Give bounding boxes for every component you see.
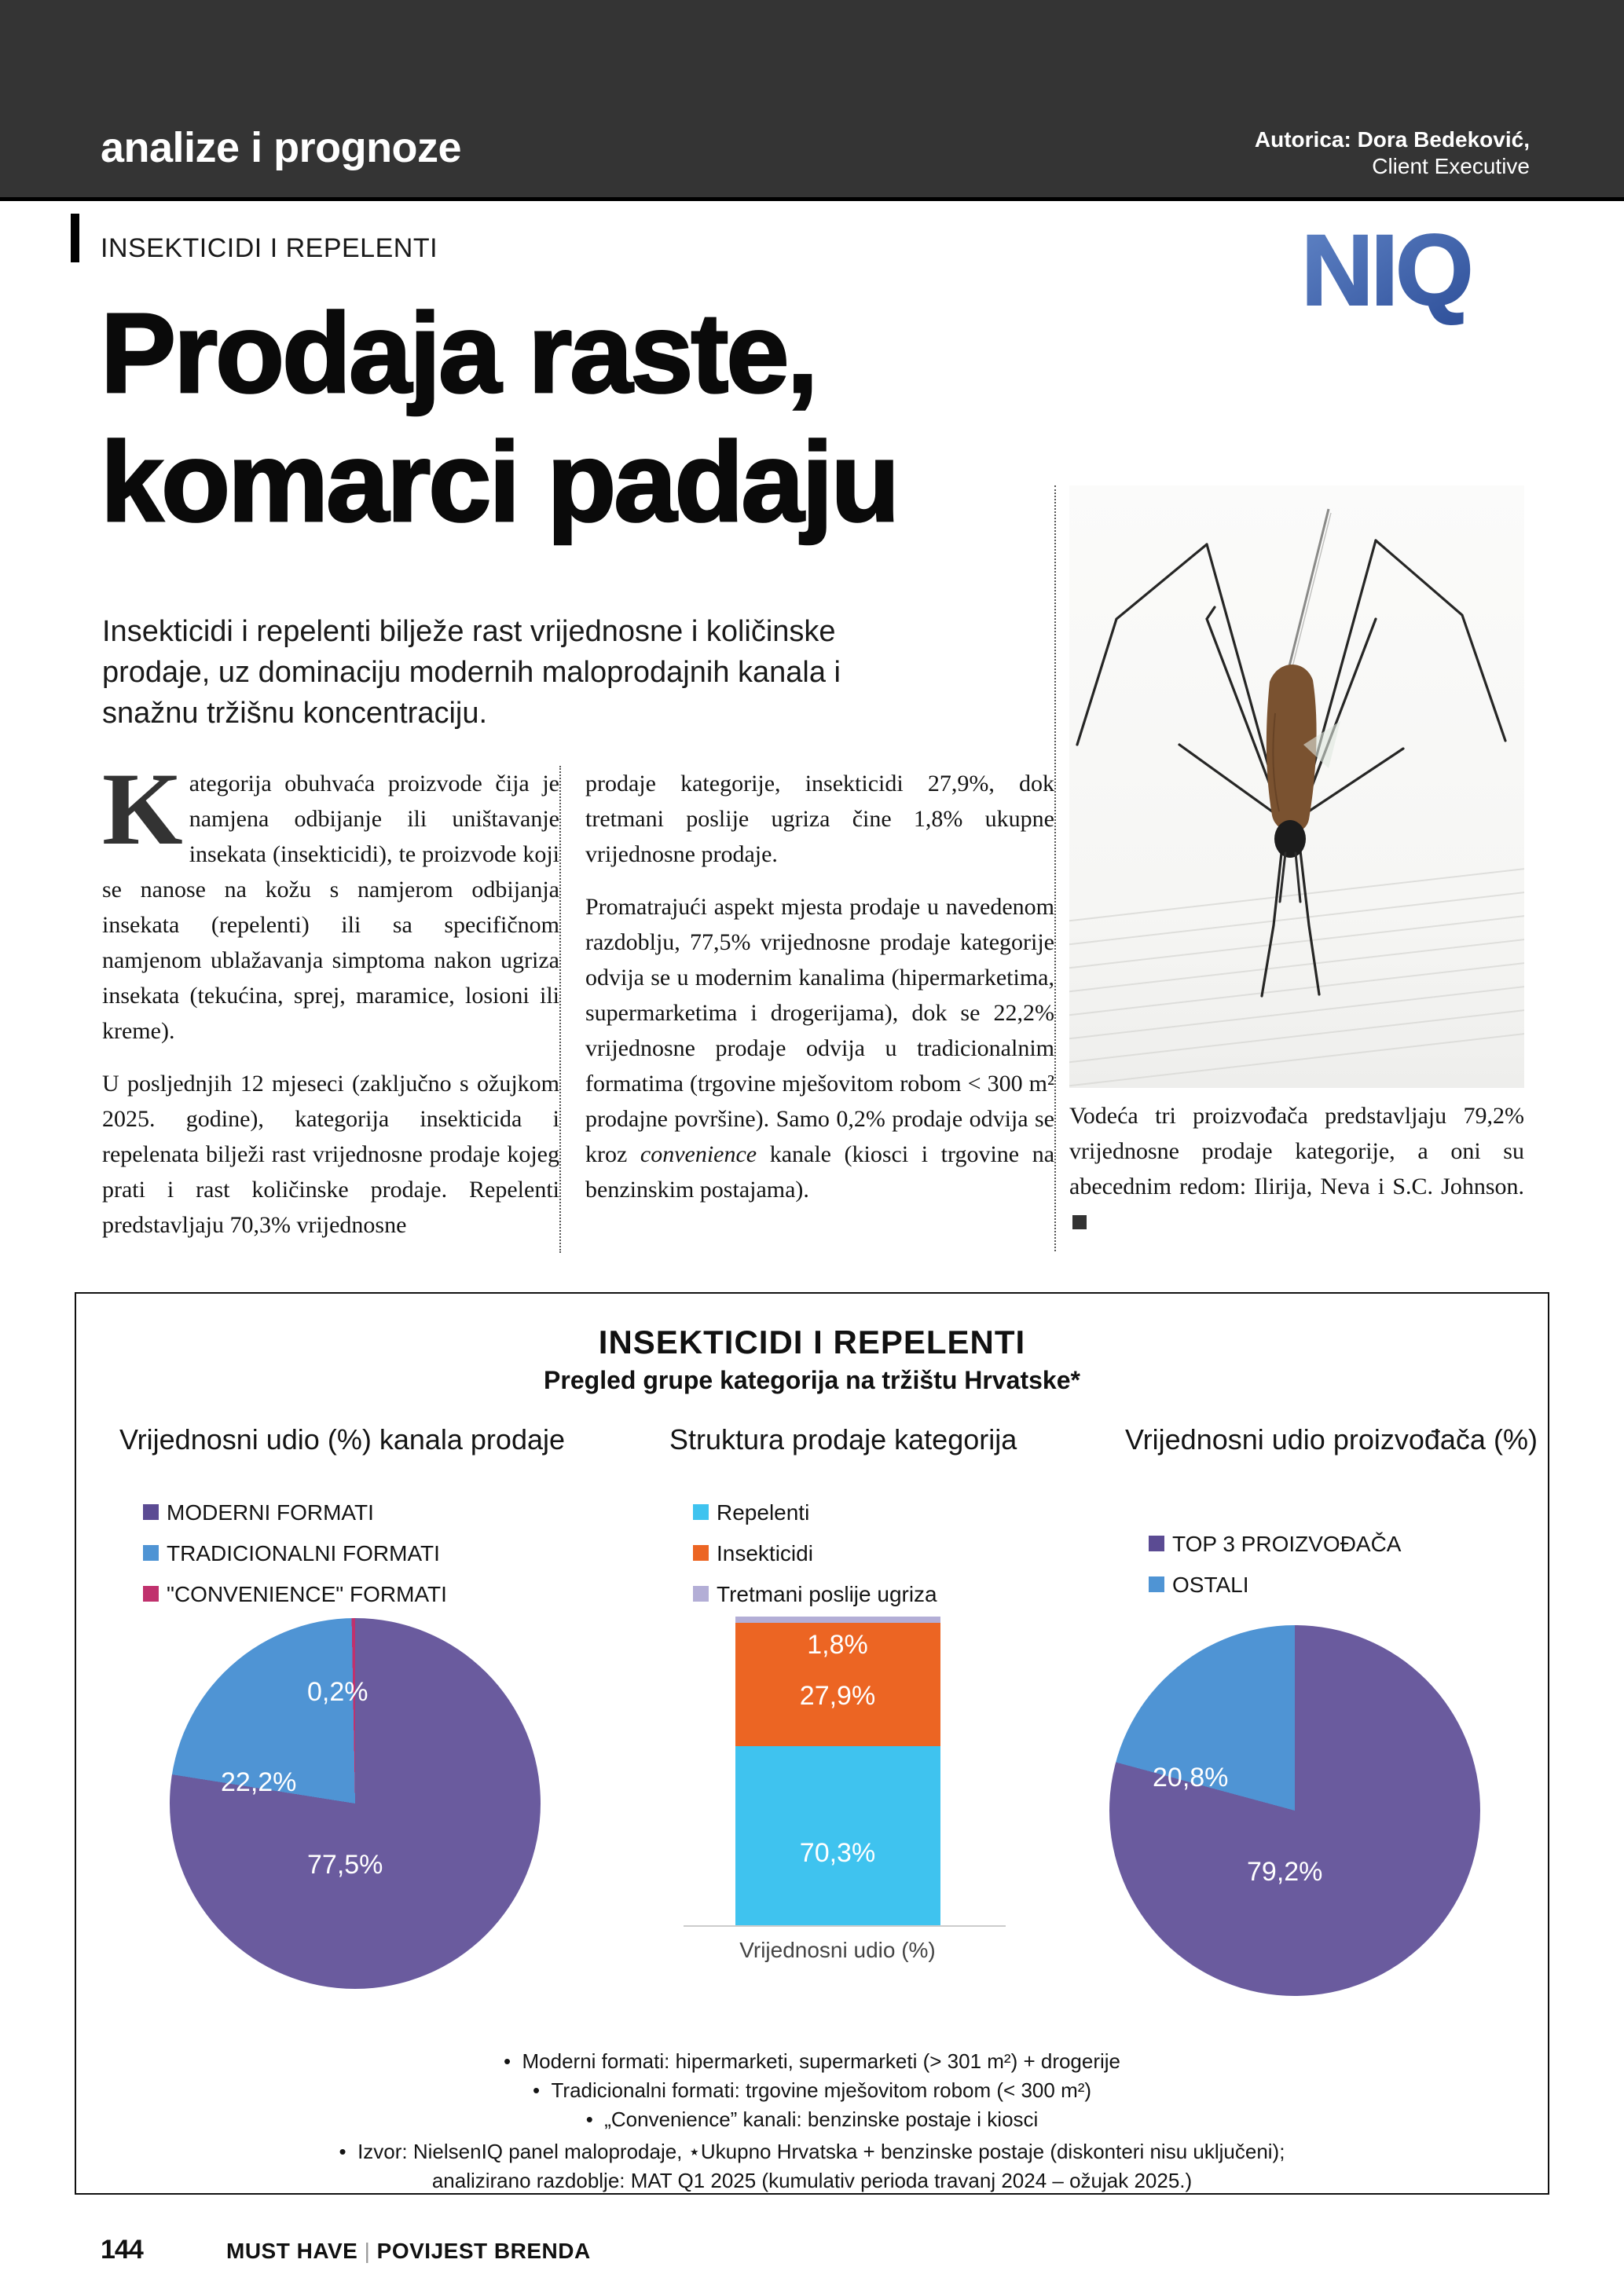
svg-text:Vrijednosni udio (%): Vrijednosni udio (%) [739, 1938, 936, 1962]
svg-text:1,8%: 1,8% [807, 1630, 868, 1660]
svg-text:27,9%: 27,9% [800, 1681, 875, 1711]
svg-text:70,3%: 70,3% [800, 1838, 875, 1868]
svg-text:NIQ: NIQ [1304, 214, 1471, 327]
